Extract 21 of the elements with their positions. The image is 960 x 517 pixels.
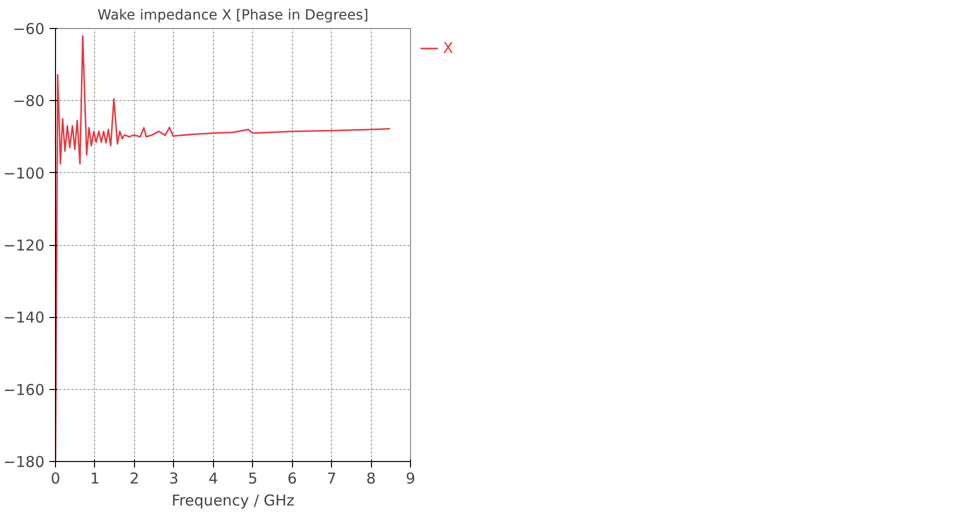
x-tick-label: 8 — [366, 470, 376, 488]
x-tick-label: 4 — [208, 470, 218, 488]
x-tick-label: 3 — [169, 470, 179, 488]
x-tick-label: 7 — [326, 470, 336, 488]
y-tick-label: −100 — [3, 164, 45, 182]
chart-title: Wake impedance X [Phase in Degrees] — [98, 8, 369, 24]
y-tick-label: −180 — [3, 453, 45, 471]
y-tick-label: −80 — [12, 92, 44, 110]
x-axis-title: Frequency / GHz — [172, 492, 295, 510]
x-tick-label: 5 — [248, 470, 258, 488]
y-tick-label: −160 — [3, 380, 45, 399]
y-tick-label: −140 — [3, 308, 45, 327]
x-tick-label: 9 — [406, 470, 416, 488]
x-tick-label: 2 — [130, 470, 140, 488]
line-series — [56, 34, 391, 462]
x-tick-label: 1 — [90, 470, 100, 488]
x-tick-label: 6 — [287, 470, 297, 488]
legend-label: X — [443, 39, 454, 57]
y-tick-label: −60 — [12, 20, 44, 38]
x-tick-label: 0 — [50, 470, 60, 488]
y-tick-label: −120 — [3, 236, 45, 254]
